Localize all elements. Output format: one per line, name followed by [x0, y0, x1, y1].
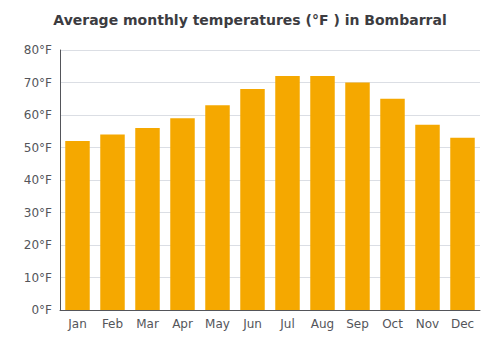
svg-text:Apr: Apr [172, 317, 193, 331]
svg-text:May: May [205, 317, 230, 331]
svg-text:10°F: 10°F [24, 271, 52, 285]
svg-text:Jun: Jun [242, 317, 262, 331]
svg-text:Dec: Dec [451, 317, 474, 331]
svg-text:30°F: 30°F [24, 206, 52, 220]
svg-text:Mar: Mar [136, 317, 159, 331]
svg-text:Oct: Oct [382, 317, 403, 331]
svg-text:40°F: 40°F [24, 173, 52, 187]
svg-text:60°F: 60°F [24, 108, 52, 122]
svg-text:Feb: Feb [102, 317, 123, 331]
svg-text:Average monthly temperatures (: Average monthly temperatures (°F ) in Bo… [53, 12, 446, 28]
svg-text:Jan: Jan [67, 317, 87, 331]
svg-text:Nov: Nov [416, 317, 439, 331]
svg-text:20°F: 20°F [24, 238, 52, 252]
svg-text:0°F: 0°F [31, 303, 52, 317]
svg-text:50°F: 50°F [24, 141, 52, 155]
svg-text:80°F: 80°F [24, 43, 52, 57]
svg-text:Sep: Sep [346, 317, 369, 331]
svg-text:Jul: Jul [279, 317, 294, 331]
svg-text:Aug: Aug [311, 317, 334, 331]
svg-text:70°F: 70°F [24, 76, 52, 90]
